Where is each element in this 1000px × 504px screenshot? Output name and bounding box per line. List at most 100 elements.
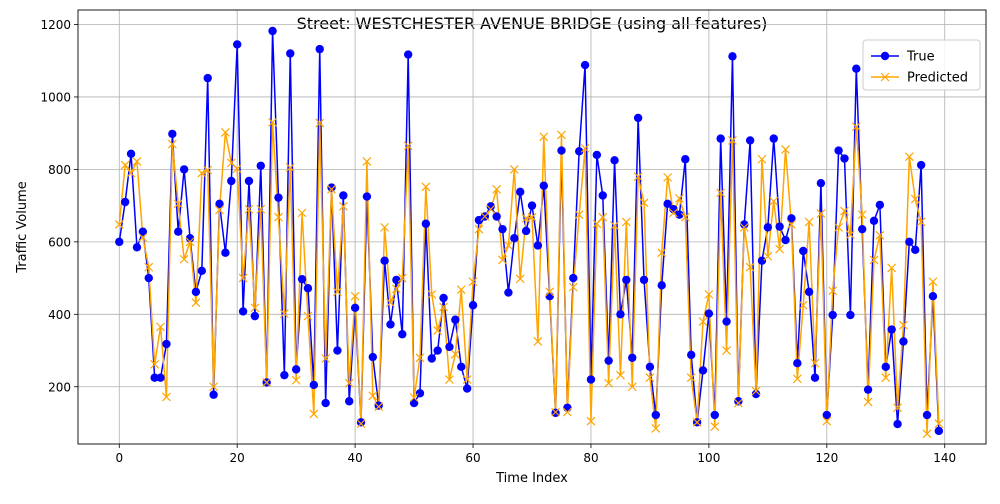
data-point-0: [510, 234, 519, 243]
data-point-1: [763, 251, 773, 261]
data-point-1: [680, 212, 690, 222]
data-point-0: [639, 275, 649, 285]
data-point-1: [509, 164, 519, 174]
data-point-0: [303, 284, 313, 293]
data-point-1: [816, 209, 826, 219]
data-point-0: [191, 287, 201, 297]
data-point-0: [628, 353, 637, 362]
data-point-1: [185, 237, 195, 247]
data-point-0: [174, 227, 183, 236]
data-point-1: [268, 117, 277, 127]
data-point-1: [503, 241, 513, 250]
data-point-1: [285, 163, 295, 173]
data-point-0: [863, 385, 873, 394]
data-point-0: [120, 197, 130, 207]
data-point-1: [274, 212, 283, 222]
data-point-0: [451, 315, 460, 324]
data-point-0: [710, 410, 719, 420]
y-tick-label: 600: [48, 235, 71, 249]
data-point-1: [610, 221, 619, 230]
data-point-1: [845, 230, 855, 240]
data-point-0: [728, 52, 737, 61]
data-point-0: [321, 398, 330, 408]
data-point-0: [498, 224, 507, 234]
data-point-1: [215, 205, 224, 215]
data-point-1: [568, 282, 578, 292]
legend-marker: [880, 72, 890, 82]
data-point-1: [244, 204, 254, 214]
data-point-0: [545, 291, 554, 301]
data-point-0: [875, 200, 885, 210]
data-point-0: [156, 373, 165, 382]
data-point-0: [309, 380, 319, 390]
data-point-1: [733, 398, 743, 408]
data-point-1: [728, 135, 737, 145]
data-point-0: [268, 26, 277, 36]
data-point-0: [698, 366, 708, 375]
data-point-1: [403, 141, 413, 151]
data-point-1: [309, 409, 319, 419]
data-point-0: [822, 410, 832, 420]
data-point-1: [557, 130, 566, 140]
data-point-1: [144, 262, 154, 272]
data-point-0: [421, 219, 431, 228]
data-point-1: [338, 201, 348, 211]
y-axis-label: Traffic Volume: [15, 181, 30, 274]
data-point-0: [380, 256, 389, 265]
data-point-1: [433, 326, 443, 336]
data-point-0: [439, 293, 448, 303]
data-point-1: [279, 309, 289, 319]
data-point-1: [132, 157, 142, 166]
data-point-0: [645, 362, 655, 372]
data-point-1: [751, 386, 761, 396]
data-point-0: [916, 160, 926, 170]
data-point-1: [492, 184, 502, 194]
data-point-0: [787, 214, 796, 223]
data-point-1: [439, 302, 448, 312]
chart-title: Street: WESTCHESTER AVENUE BRIDGE (using…: [297, 14, 768, 33]
data-point-1: [486, 204, 496, 214]
data-point-0: [203, 73, 212, 83]
data-point-0: [362, 192, 372, 201]
data-point-1: [350, 291, 360, 301]
data-point-1: [397, 273, 407, 283]
data-point-0: [126, 149, 136, 159]
data-point-1: [156, 322, 165, 332]
data-point-0: [810, 373, 820, 382]
data-point-0: [757, 256, 767, 265]
data-point-1: [450, 349, 460, 359]
data-point-0: [574, 147, 584, 156]
data-point-1: [374, 402, 384, 412]
data-point-1: [722, 346, 731, 355]
data-point-1: [539, 132, 549, 142]
data-point-0: [386, 320, 395, 329]
data-point-0: [828, 310, 837, 320]
data-point-0: [840, 154, 849, 163]
data-point-0: [775, 222, 784, 231]
data-point-0: [622, 275, 631, 285]
data-point-1: [792, 374, 802, 384]
data-point-0: [716, 134, 725, 143]
data-point-0: [403, 50, 413, 59]
data-point-1: [421, 182, 431, 192]
data-point-0: [887, 325, 896, 334]
data-point-0: [533, 241, 543, 250]
data-point-1: [781, 145, 790, 154]
data-point-0: [922, 410, 932, 420]
data-point-1: [674, 193, 684, 203]
data-point-1: [321, 354, 331, 363]
data-point-0: [610, 156, 619, 165]
data-point-1: [368, 391, 378, 401]
data-point-1: [910, 194, 920, 204]
data-point-0: [280, 370, 289, 380]
data-point-0: [162, 339, 171, 349]
data-point-1: [150, 359, 160, 369]
data-point-1: [356, 419, 366, 429]
y-tick-label: 200: [48, 380, 71, 394]
data-point-1: [775, 244, 785, 254]
data-point-1: [197, 168, 207, 178]
data-point-1: [162, 392, 171, 402]
data-point-1: [468, 277, 478, 287]
data-point-0: [368, 352, 378, 362]
